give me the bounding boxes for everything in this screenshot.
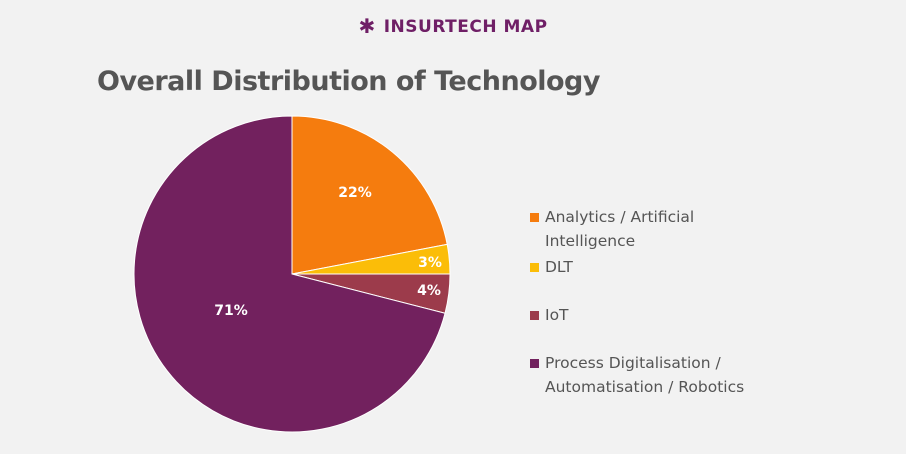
legend-label: IoT bbox=[545, 306, 569, 324]
legend-label: DLT bbox=[545, 258, 573, 276]
pie-slice bbox=[291, 115, 448, 275]
legend-swatch bbox=[530, 311, 539, 320]
legend-item: IoT bbox=[530, 303, 569, 327]
pie-slice bbox=[133, 115, 446, 433]
legend-item: Process Digitalisation / Automatisation … bbox=[530, 351, 775, 399]
legend-label: Process Digitalisation / Automatisation … bbox=[545, 354, 745, 396]
slice-data-label: 71% bbox=[214, 303, 248, 319]
legend-swatch bbox=[530, 213, 539, 222]
legend-swatch bbox=[530, 359, 539, 368]
legend-item: Analytics / Artificial Intelligence bbox=[530, 205, 720, 253]
legend-item: DLT bbox=[530, 255, 573, 279]
slice-data-label: 4% bbox=[417, 283, 441, 299]
chart-title: Overall Distribution of Technology bbox=[97, 66, 600, 97]
legend-label: Analytics / Artificial Intelligence bbox=[545, 208, 695, 250]
brand-header: ✱ INSURTECH MAP bbox=[0, 14, 906, 38]
legend-swatch bbox=[530, 263, 539, 272]
brand-name: INSURTECH MAP bbox=[383, 17, 548, 37]
asterisk-icon: ✱ bbox=[358, 14, 376, 38]
slice-data-label: 22% bbox=[338, 185, 372, 201]
slice-data-label: 3% bbox=[418, 255, 442, 271]
